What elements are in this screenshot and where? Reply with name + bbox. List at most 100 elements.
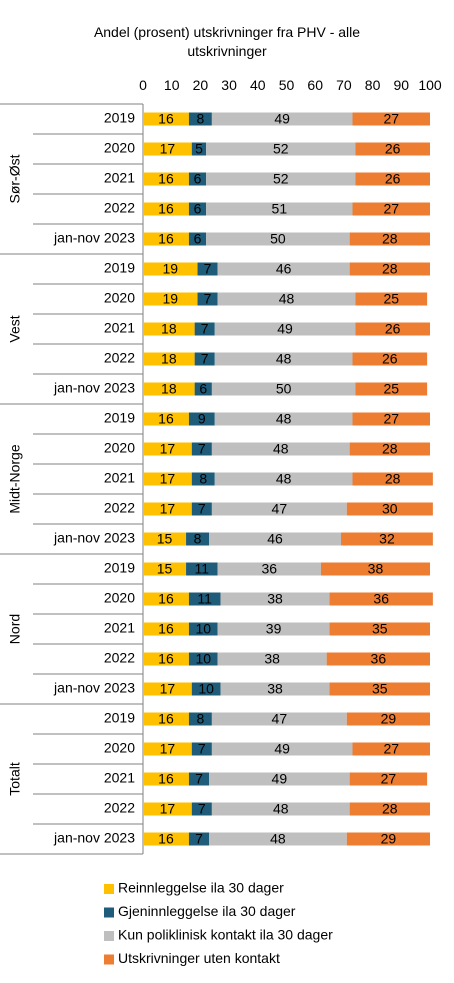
bar-segment-4 <box>355 142 430 156</box>
bar-segment-1 <box>143 472 192 486</box>
data-label: 18 <box>161 321 177 337</box>
bar-segment-4 <box>326 652 430 666</box>
bar-segment-4 <box>349 802 430 816</box>
bar-segment-3 <box>209 532 342 546</box>
bar-segment-3 <box>211 802 350 816</box>
bar-segment-1 <box>143 352 195 366</box>
data-label: 7 <box>198 801 206 817</box>
legend-item: Utskrivninger uten kontakt <box>104 950 280 966</box>
data-label: 6 <box>199 381 207 397</box>
bar-segment-1 <box>143 172 189 186</box>
bar-segment-1 <box>143 262 198 276</box>
bar-segment-4 <box>349 262 430 276</box>
bar-segment-4 <box>349 442 430 456</box>
bar-row: 2019 19 7 46 28 <box>33 260 430 285</box>
bar-row: 2020 17 5 52 26 <box>33 140 430 165</box>
bar-row: 2020 19 7 48 25 <box>33 290 428 315</box>
row-label: 2019 <box>104 410 135 426</box>
bar-segment-1 <box>143 592 189 606</box>
data-label: 17 <box>160 141 176 157</box>
bar-row: 2019 16 9 48 27 <box>33 410 430 435</box>
bar-segment-4 <box>329 622 430 636</box>
data-label: 16 <box>158 771 174 787</box>
data-label: 48 <box>273 801 289 817</box>
bar-segment-4 <box>329 592 433 606</box>
bar-segment-2 <box>186 562 218 576</box>
bar-segment-1 <box>143 382 195 396</box>
bar-segment-3 <box>211 442 350 456</box>
bar-row: jan-nov 2023 16 6 50 28 <box>53 230 430 247</box>
bar-row: 2022 17 7 47 30 <box>33 500 433 525</box>
row-label: 2022 <box>104 200 135 216</box>
bar-segment-4 <box>346 712 430 726</box>
bar-segment-2 <box>194 322 215 336</box>
bar-segment-1 <box>143 502 192 516</box>
x-tick-label: 80 <box>365 77 381 93</box>
bar-segment-1 <box>143 202 189 216</box>
bar-segment-1 <box>143 622 189 636</box>
bar-segment-3 <box>220 682 330 696</box>
bar-row: jan-nov 2023 15 8 46 32 <box>53 530 433 547</box>
bar-row: 2019 16 8 47 29 <box>33 710 430 735</box>
chart-title: Andel (prosent) utskrivninger fra PHV - … <box>94 24 360 59</box>
bar-segment-1 <box>143 712 189 726</box>
group-label: Sør-Øst <box>7 154 23 203</box>
data-label: 30 <box>382 501 398 517</box>
bar-segment-4 <box>355 292 428 306</box>
bar-row: 2022 16 6 51 27 <box>33 200 430 225</box>
data-label: 48 <box>273 441 289 457</box>
data-label: 52 <box>273 141 289 157</box>
row-label: jan-nov 2023 <box>53 530 135 546</box>
data-label: 5 <box>195 141 203 157</box>
bar-segment-4 <box>320 562 430 576</box>
bar-segment-2 <box>191 442 212 456</box>
data-label: 49 <box>274 741 290 757</box>
bar-segment-2 <box>188 592 221 606</box>
data-label: 47 <box>272 711 288 727</box>
data-label: 17 <box>160 471 176 487</box>
data-label: 8 <box>194 531 202 547</box>
plot-area: Sør-Øst 2019 16 8 49 27 2020 17 5 52 26 2021 16 6 52 26… <box>0 103 433 855</box>
data-label: 6 <box>194 231 202 247</box>
x-tick-label: 100 <box>418 77 442 93</box>
data-label: 17 <box>160 741 176 757</box>
bar-row: jan-nov 2023 17 10 38 35 <box>53 680 430 697</box>
data-label: 46 <box>276 261 292 277</box>
row-label: 2020 <box>104 590 135 606</box>
bar-segment-1 <box>143 112 189 126</box>
bar-segment-4 <box>352 202 430 216</box>
data-label: 25 <box>383 381 399 397</box>
bar-row: 2020 17 7 48 28 <box>33 440 430 465</box>
data-label: 48 <box>276 411 292 427</box>
bar-segment-1 <box>143 832 189 846</box>
bar-row: jan-nov 2023 18 6 50 25 <box>53 380 428 397</box>
data-label: 36 <box>371 651 387 667</box>
bar-segment-2 <box>191 742 212 756</box>
data-label: 48 <box>276 471 292 487</box>
legend-item: Reinnleggelse ila 30 dager <box>104 880 284 896</box>
data-label: 6 <box>194 201 202 217</box>
row-label: 2021 <box>104 470 135 486</box>
bar-segment-4 <box>341 532 433 546</box>
data-label: 17 <box>160 681 176 697</box>
data-label: 7 <box>198 741 206 757</box>
data-label: 16 <box>158 711 174 727</box>
data-label: 16 <box>158 411 174 427</box>
row-label: 2021 <box>104 620 135 636</box>
bar-segment-2 <box>191 142 207 156</box>
bar-segment-3 <box>209 772 350 786</box>
bar-segment-4 <box>355 382 428 396</box>
legend-swatch <box>104 907 114 918</box>
data-label: 19 <box>162 261 178 277</box>
bar-segment-2 <box>188 772 210 786</box>
data-label: 25 <box>383 291 399 307</box>
row-label: 2019 <box>104 110 135 126</box>
bar-segment-1 <box>143 142 192 156</box>
data-label: 10 <box>195 621 211 637</box>
data-label: 52 <box>273 171 289 187</box>
bar-segment-2 <box>188 232 207 246</box>
x-tick-label: 50 <box>279 77 295 93</box>
data-label: 49 <box>272 771 288 787</box>
